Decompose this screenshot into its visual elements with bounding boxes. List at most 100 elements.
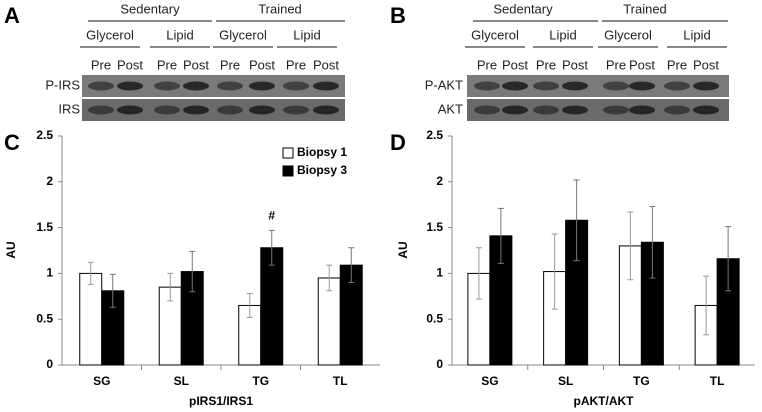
condition-label: Glycerol bbox=[604, 27, 652, 42]
y-tick-label: 0 bbox=[436, 357, 443, 371]
timepoint-label: Pre bbox=[606, 57, 626, 72]
blot-band bbox=[474, 105, 500, 115]
y-tick-label: 1.5 bbox=[426, 220, 443, 234]
condition-label: Glycerol bbox=[471, 27, 519, 42]
condition-label: Lipid bbox=[549, 27, 576, 42]
error-bar bbox=[649, 206, 656, 279]
y-axis-label: AU bbox=[4, 241, 18, 258]
blot-band bbox=[154, 105, 180, 115]
blot-band bbox=[664, 81, 690, 91]
blot-band bbox=[603, 81, 629, 91]
x-tick-label: TG bbox=[252, 374, 269, 388]
blot-band bbox=[313, 105, 339, 115]
blot-band bbox=[283, 105, 309, 115]
group-label: Sedentary bbox=[120, 1, 180, 16]
blot-band bbox=[117, 81, 143, 91]
blot-band bbox=[117, 105, 143, 115]
error-bar bbox=[326, 264, 333, 292]
blot-band bbox=[88, 105, 114, 115]
condition-label: Glycerol bbox=[86, 27, 134, 42]
legend-label: Biopsy 1 bbox=[297, 145, 347, 159]
y-tick-label: 2 bbox=[46, 174, 53, 188]
timepoint-label: Post bbox=[562, 57, 588, 72]
timepoint-label: Post bbox=[629, 57, 655, 72]
blot-row-label: AKT bbox=[438, 101, 463, 116]
blot-row-label: P-AKT bbox=[425, 77, 463, 92]
group-label: Trained bbox=[258, 1, 302, 16]
timepoint-label: Post bbox=[502, 57, 528, 72]
timepoint-label: Post bbox=[693, 57, 719, 72]
error-bar bbox=[109, 273, 116, 308]
blot-band bbox=[693, 105, 719, 115]
timepoint-label: Pre bbox=[667, 57, 687, 72]
error-bar bbox=[475, 247, 482, 300]
y-tick-label: 0.5 bbox=[426, 311, 443, 325]
bar bbox=[79, 272, 103, 366]
blot-band bbox=[664, 105, 690, 115]
error-bar bbox=[348, 247, 355, 284]
blot-band bbox=[183, 105, 209, 115]
error-bar bbox=[627, 211, 634, 281]
x-tick-label: TL bbox=[710, 374, 725, 388]
timepoint-label: Post bbox=[249, 57, 275, 72]
group-label: Sedentary bbox=[493, 1, 553, 16]
condition-label: Lipid bbox=[166, 27, 193, 42]
blot-band bbox=[249, 81, 275, 91]
y-tick-label: 2.5 bbox=[36, 128, 53, 142]
legend-swatch bbox=[282, 165, 294, 177]
y-tick-label: 2 bbox=[436, 174, 443, 188]
timepoint-label: Post bbox=[117, 57, 143, 72]
timepoint-label: Pre bbox=[220, 57, 240, 72]
blot-band bbox=[249, 105, 275, 115]
y-tick-label: 2.5 bbox=[426, 128, 443, 142]
error-bar bbox=[87, 261, 94, 285]
error-bar bbox=[268, 229, 275, 266]
blot-band bbox=[183, 81, 209, 91]
blot-band bbox=[88, 81, 114, 91]
x-axis-label: pAKT/AKT bbox=[574, 394, 635, 408]
condition-label: Lipid bbox=[683, 27, 710, 42]
panel-letter: D bbox=[390, 130, 406, 155]
y-tick-label: 0 bbox=[46, 357, 53, 371]
x-axis-label: pIRS1/IRS1 bbox=[189, 394, 253, 408]
x-tick-label: TG bbox=[633, 374, 650, 388]
timepoint-label: Pre bbox=[477, 57, 497, 72]
timepoint-label: Post bbox=[313, 57, 339, 72]
legend-swatch bbox=[282, 147, 294, 159]
blot-band bbox=[629, 81, 655, 91]
y-tick-label: 1.5 bbox=[36, 220, 53, 234]
panel-letter: A bbox=[4, 3, 20, 28]
panel-letter: B bbox=[390, 3, 406, 28]
blot-band bbox=[693, 81, 719, 91]
blot-band bbox=[562, 105, 588, 115]
error-bar bbox=[497, 207, 504, 264]
blot-band bbox=[533, 105, 559, 115]
blot-row-label: IRS bbox=[58, 101, 80, 116]
blot-band bbox=[474, 81, 500, 91]
y-tick-label: 0.5 bbox=[36, 311, 53, 325]
error-bar bbox=[703, 275, 710, 336]
blot-band bbox=[629, 105, 655, 115]
error-bar bbox=[246, 293, 253, 318]
blot-band bbox=[154, 81, 180, 91]
blot-band bbox=[283, 81, 309, 91]
blot-strip bbox=[467, 75, 729, 97]
blot-strip bbox=[82, 99, 345, 121]
blot-row-label: P-IRS bbox=[45, 77, 80, 92]
error-bar bbox=[725, 226, 732, 292]
blot-band bbox=[217, 105, 243, 115]
legend-label: Biopsy 3 bbox=[297, 163, 347, 177]
panel-letter: C bbox=[4, 130, 20, 155]
error-bar bbox=[189, 250, 196, 293]
blot-band bbox=[533, 81, 559, 91]
condition-label: Lipid bbox=[293, 27, 320, 42]
blot-band bbox=[603, 105, 629, 115]
condition-label: Glycerol bbox=[219, 27, 267, 42]
timepoint-label: Post bbox=[183, 57, 209, 72]
blot-band bbox=[217, 81, 243, 91]
blot-band bbox=[562, 81, 588, 91]
error-bar bbox=[573, 179, 580, 262]
x-tick-label: SL bbox=[174, 374, 189, 388]
